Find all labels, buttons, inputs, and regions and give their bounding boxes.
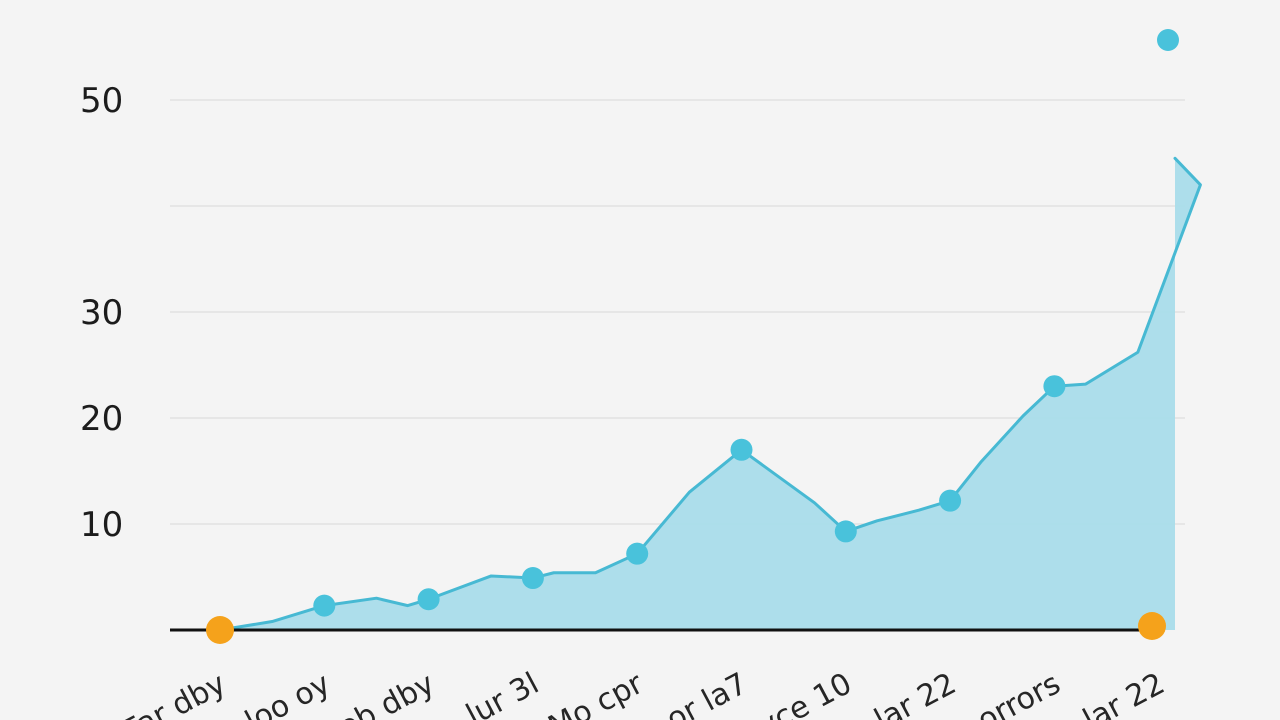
marker-start-orange [206, 616, 234, 644]
markers [206, 29, 1179, 644]
x-tick-label-2: ob dby [333, 666, 440, 720]
data-point-2 [417, 588, 440, 611]
x-tick-label-9: lar 22 [1077, 666, 1170, 720]
y-tick-label-10: 10 [80, 505, 123, 545]
data-point-9 [1157, 29, 1179, 51]
data-point-3 [521, 567, 544, 590]
x-tick-label-6: yce 10 [752, 666, 857, 720]
marker-end-orange [1138, 612, 1166, 640]
x-tick-label-8: orrors [972, 666, 1066, 720]
y-tick-label-50: 50 [80, 81, 123, 121]
x-tick-label-3: lur 3l [461, 666, 545, 720]
data-point-1 [313, 594, 336, 617]
data-point-4 [626, 542, 649, 565]
data-point-5 [730, 438, 753, 461]
y-tick-label-20: 20 [80, 399, 123, 439]
x-tick-label-1: loo oy [240, 666, 337, 720]
x-tick-label-4: Mo cpr [543, 666, 650, 720]
data-point-6 [834, 520, 857, 543]
area-fill [220, 158, 1201, 631]
y-axis: 10 20 30 50 [80, 81, 123, 545]
x-tick-label-7: lar 22 [869, 666, 962, 720]
data-point-8 [1043, 375, 1066, 398]
data-point-7 [939, 489, 962, 512]
x-tick-label-0: Far dby [118, 666, 232, 720]
x-tick-label-5: or la7 [661, 666, 753, 720]
y-tick-label-30: 30 [80, 293, 123, 333]
